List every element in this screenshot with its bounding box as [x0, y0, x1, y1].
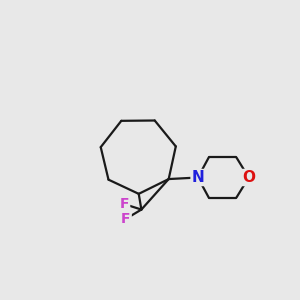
Text: F: F	[120, 197, 129, 211]
Text: F: F	[121, 212, 131, 226]
Text: N: N	[192, 170, 204, 185]
Text: O: O	[242, 170, 255, 185]
